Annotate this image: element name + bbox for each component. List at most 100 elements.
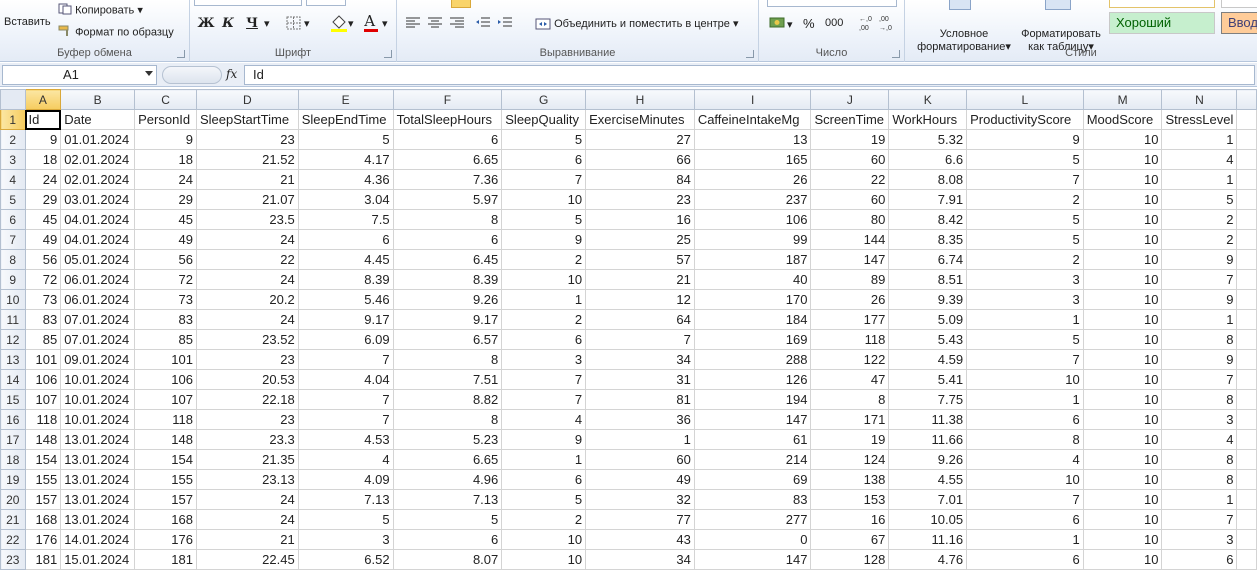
table-cell[interactable]: 07.01.2024 (60, 329, 136, 350)
table-cell[interactable]: 1 (966, 529, 1084, 550)
table-cell[interactable]: 23 (195, 349, 299, 370)
table-cell[interactable]: 4 (501, 409, 587, 430)
table-cell[interactable]: 22 (195, 249, 299, 270)
table-cell[interactable] (1236, 509, 1257, 530)
table-cell[interactable]: 106 (693, 209, 812, 230)
table-cell[interactable]: 03.01.2024 (60, 189, 136, 210)
font-color-button[interactable]: А (364, 13, 378, 32)
table-cell[interactable]: 21.52 (195, 149, 299, 170)
table-cell[interactable]: 5.43 (888, 329, 968, 350)
table-cell[interactable]: 7 (966, 349, 1084, 370)
copy-button[interactable]: Копировать ▾ (58, 3, 143, 18)
column-header-i[interactable]: I (693, 89, 812, 110)
table-cell[interactable]: 85 (24, 329, 62, 350)
table-cell[interactable]: 8 (966, 429, 1084, 450)
table-cell[interactable]: 24 (134, 169, 197, 190)
table-cell[interactable]: 147 (693, 409, 812, 430)
table-cell[interactable]: 3 (966, 269, 1084, 290)
table-cell[interactable]: 84 (585, 169, 695, 190)
table-cell[interactable]: 277 (693, 509, 812, 530)
table-cell[interactable]: 5 (1161, 189, 1238, 210)
table-cell[interactable]: 10 (1082, 549, 1163, 570)
select-all-corner[interactable] (0, 89, 26, 110)
table-cell[interactable]: 4.96 (392, 469, 503, 490)
table-cell[interactable]: 6.57 (392, 329, 503, 350)
table-cell[interactable]: 4.09 (297, 469, 394, 490)
table-cell[interactable]: 10 (1082, 149, 1163, 170)
table-cell[interactable]: 8.39 (392, 269, 503, 290)
column-header-n[interactable]: N (1161, 89, 1238, 110)
table-cell[interactable]: 1 (501, 289, 587, 310)
table-cell[interactable] (1236, 469, 1257, 490)
column-header-k[interactable]: K (888, 89, 968, 110)
table-cell[interactable]: 26 (693, 169, 812, 190)
table-cell[interactable]: 8.35 (888, 229, 968, 250)
table-cell[interactable]: 10 (501, 549, 587, 570)
table-cell[interactable]: 122 (810, 349, 890, 370)
table-cell[interactable]: 23 (195, 129, 299, 150)
table-cell[interactable] (1236, 309, 1257, 330)
number-launcher-icon[interactable] (892, 50, 900, 58)
column-header-h[interactable]: H (585, 89, 695, 110)
table-cell[interactable]: 10 (1082, 509, 1163, 530)
row-header[interactable]: 23 (0, 549, 26, 570)
table-cell[interactable]: 9 (1161, 249, 1238, 270)
table-cell[interactable]: 2 (1161, 209, 1238, 230)
table-cell[interactable]: 4.76 (888, 549, 968, 570)
table-cell[interactable]: 10 (1082, 129, 1163, 150)
table-cell[interactable]: 73 (24, 289, 62, 310)
table-cell[interactable]: 26 (810, 289, 890, 310)
table-cell[interactable]: 02.01.2024 (60, 149, 136, 170)
table-cell[interactable]: 10 (1082, 309, 1163, 330)
table-cell[interactable]: 21 (585, 269, 695, 290)
table-cell[interactable]: 10 (501, 189, 587, 210)
row-header[interactable]: 6 (0, 209, 26, 230)
table-cell[interactable]: 4.36 (297, 169, 394, 190)
table-cell[interactable]: 288 (693, 349, 812, 370)
table-cell[interactable]: 6.09 (297, 329, 394, 350)
column-header-m[interactable]: M (1082, 89, 1163, 110)
column-header-l[interactable]: L (966, 89, 1084, 110)
table-cell[interactable]: 56 (134, 249, 197, 270)
table-cell[interactable]: 168 (24, 509, 62, 530)
table-cell[interactable]: 3 (1161, 409, 1238, 430)
table-cell[interactable]: 184 (693, 309, 812, 330)
table-cell[interactable]: 60 (810, 149, 890, 170)
row-header[interactable]: 19 (0, 469, 26, 490)
table-cell[interactable] (1236, 109, 1257, 130)
table-cell[interactable]: 118 (810, 329, 890, 350)
table-cell[interactable]: 10 (1082, 249, 1163, 270)
table-cell[interactable]: 36 (585, 409, 695, 430)
table-cell[interactable]: 45 (24, 209, 62, 230)
table-cell[interactable] (1236, 389, 1257, 410)
table-cell[interactable]: 13.01.2024 (60, 509, 136, 530)
table-cell[interactable]: 14.01.2024 (60, 529, 136, 550)
table-cell[interactable]: 18 (134, 149, 197, 170)
align-left-button[interactable] (405, 16, 421, 33)
table-cell[interactable]: 8.08 (888, 169, 968, 190)
table-cell[interactable]: 34 (585, 549, 695, 570)
table-cell[interactable]: 13.01.2024 (60, 449, 136, 470)
table-cell[interactable]: 23.5 (195, 209, 299, 230)
table-cell[interactable]: 7.75 (888, 389, 968, 410)
table-cell[interactable]: 10 (1082, 469, 1163, 490)
table-cell[interactable]: 5 (501, 129, 587, 150)
table-cell[interactable]: 6 (501, 329, 587, 350)
table-cell[interactable]: 10 (1082, 329, 1163, 350)
table-cell[interactable]: 2 (966, 249, 1084, 270)
increase-decimal-button[interactable]: ←,0,00 (857, 14, 875, 35)
header-cell[interactable]: TotalSleepHours (392, 109, 503, 130)
table-cell[interactable]: 4 (297, 449, 394, 470)
table-cell[interactable]: 6 (501, 149, 587, 170)
table-cell[interactable]: 29 (134, 189, 197, 210)
row-header[interactable]: 17 (0, 429, 26, 450)
row-header[interactable]: 10 (0, 289, 26, 310)
table-cell[interactable]: 45 (134, 209, 197, 230)
table-cell[interactable]: 5.97 (392, 189, 503, 210)
table-cell[interactable]: 10 (1082, 229, 1163, 250)
table-cell[interactable]: 6 (297, 229, 394, 250)
format-painter-button[interactable]: Формат по образцу (58, 25, 174, 40)
table-cell[interactable]: 9 (1161, 349, 1238, 370)
table-cell[interactable] (1236, 249, 1257, 270)
table-cell[interactable]: 8 (392, 409, 503, 430)
